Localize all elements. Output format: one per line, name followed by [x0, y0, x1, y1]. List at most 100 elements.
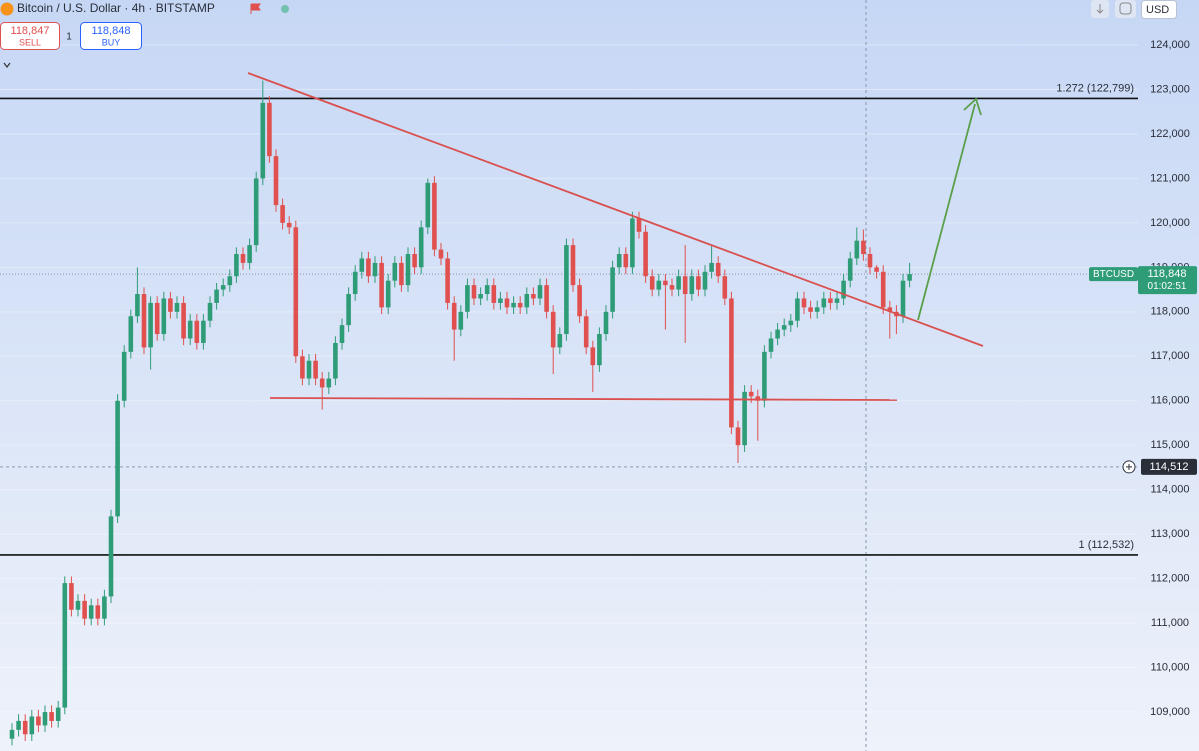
candle-body	[412, 254, 417, 268]
crosshair-tag	[1141, 458, 1197, 475]
candle-body	[425, 182, 431, 228]
flag-icon[interactable]	[250, 3, 261, 14]
candle-body	[722, 276, 728, 299]
candle-body	[29, 716, 35, 735]
y-tick-label: 113,000	[1151, 528, 1190, 540]
candle-body	[194, 320, 200, 343]
candle-body	[458, 311, 464, 330]
currency-button[interactable]	[1141, 0, 1177, 19]
candle-body	[405, 254, 411, 286]
candle-body	[445, 258, 450, 303]
y-tick-label: 114,000	[1151, 484, 1190, 496]
candle-body	[201, 320, 206, 343]
crosshair-plus	[1126, 463, 1132, 470]
candle-body	[491, 285, 497, 303]
candle-body	[16, 720, 21, 730]
y-tick-label: 116,000	[1151, 395, 1190, 407]
candle-body	[55, 707, 61, 721]
candle-body	[663, 280, 668, 286]
y-tick-label: 124,000	[1150, 39, 1190, 51]
candle-body	[484, 285, 490, 295]
candle-body	[768, 338, 774, 352]
candle-body	[128, 316, 134, 352]
candle-body	[676, 276, 681, 290]
drawings	[247, 72, 984, 401]
candle-body	[326, 378, 332, 388]
candle-body	[346, 294, 351, 326]
candle-body	[366, 258, 371, 277]
candle-body	[762, 351, 767, 401]
candle-body	[900, 280, 906, 317]
y-tick-label: 120,000	[1150, 217, 1190, 229]
buy-button[interactable]	[80, 22, 142, 50]
candle-body	[478, 294, 483, 299]
currency: USD	[1146, 4, 1169, 16]
candle-body	[108, 516, 114, 597]
coin-icon	[0, 2, 14, 16]
candle-body	[715, 262, 721, 277]
candle-body	[220, 285, 226, 290]
candle-body	[115, 400, 120, 517]
sell-button[interactable]	[0, 22, 60, 50]
candle-body	[9, 729, 15, 739]
candle-body	[808, 307, 813, 312]
support-line	[269, 397, 898, 401]
candle-body	[781, 325, 787, 330]
candle-body	[821, 298, 827, 308]
candle-body	[352, 271, 358, 295]
candle-body	[451, 302, 457, 330]
candle-body	[537, 285, 543, 299]
down-icon	[1096, 4, 1104, 14]
candle-body	[649, 276, 655, 290]
candle-body	[247, 245, 252, 263]
crosshair-label: 114,512	[1150, 461, 1189, 473]
candle-body	[42, 712, 48, 726]
candle-body	[874, 267, 879, 272]
candle-body	[88, 605, 94, 619]
candle-body	[148, 302, 153, 348]
arrow	[917, 103, 976, 321]
candle-body	[814, 307, 820, 312]
symbol-title[interactable]: Bitcoin / U.S. Dollar · 4h · BITSTAMP	[17, 1, 215, 15]
candle-body	[577, 285, 582, 317]
candle-body	[498, 298, 503, 303]
trendline	[247, 72, 984, 347]
candle-body	[339, 325, 345, 343]
candle-body	[379, 262, 384, 308]
candle-body	[260, 102, 266, 179]
candle-body	[907, 274, 912, 281]
symbol-tag-label: BTCUSD	[1093, 269, 1134, 280]
candle-body	[438, 249, 444, 259]
candle-body	[775, 329, 780, 339]
candle-body	[550, 311, 556, 348]
price-tag	[1138, 266, 1197, 295]
candle-body	[432, 182, 437, 250]
y-tick-label: 110,000	[1151, 661, 1190, 673]
candle-body	[253, 178, 259, 246]
y-tick-label: 111,000	[1151, 617, 1189, 629]
spread: 1	[66, 32, 72, 43]
candle-body	[319, 378, 325, 388]
candle-body	[597, 334, 602, 366]
candle-body	[168, 298, 173, 312]
collapse-icon[interactable]	[3, 62, 11, 68]
candle-body	[610, 267, 615, 312]
candle-body	[630, 218, 635, 268]
candle-body	[880, 271, 886, 308]
candle-body	[267, 102, 272, 157]
candle-body	[801, 298, 807, 308]
level-label: 1 (112,532)	[1079, 539, 1134, 551]
candle-body	[643, 231, 648, 277]
refresh-icon	[1119, 2, 1132, 15]
candle-body	[689, 276, 695, 295]
candle-body	[636, 218, 642, 232]
candle-body	[702, 271, 708, 290]
candle-body	[174, 302, 180, 312]
candle-body	[313, 360, 318, 379]
candle-body	[531, 294, 536, 299]
candle-body	[95, 605, 101, 619]
price-tag-label: 118,848	[1148, 268, 1187, 280]
buy-price: 118,848	[92, 25, 131, 37]
